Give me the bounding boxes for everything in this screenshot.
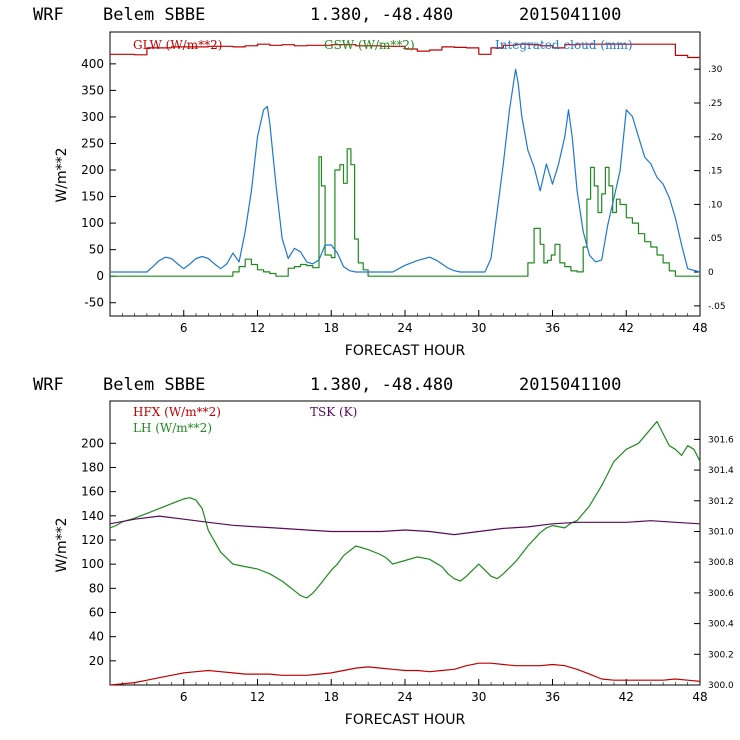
chart-1-x-tick-label: 24 xyxy=(397,321,412,335)
chart-2-y-tick-label: 160 xyxy=(81,485,104,499)
chart-2-x-axis-label: FORECAST HOUR xyxy=(345,712,466,728)
chart-1-y-tick-label: -50 xyxy=(84,296,104,310)
chart-1-y-tick-label: 100 xyxy=(81,216,104,230)
chart-2-y-tick-label: 80 xyxy=(89,581,104,595)
chart-2-plot-area: 6 12 18 24 30 36 42 48 20 40 60 80 100 120 140 160 180 20… xyxy=(81,400,734,704)
chart-2-title-model: WRF xyxy=(33,375,64,395)
chart-1: WRF Belem SBBE 1.380, -48.480 2015041100… xyxy=(33,5,726,359)
chart-1-y2-tick-label: .20 xyxy=(708,133,723,143)
chart-2-series-tsk-line xyxy=(109,515,701,536)
chart-2-x-tick-label: 48 xyxy=(692,690,707,704)
chart-1-y-tick-label: 50 xyxy=(89,243,104,257)
chart-1-x-tick-label: 18 xyxy=(324,321,339,335)
chart-2-x-tick-label: 6 xyxy=(180,690,188,704)
chart-2-y-tick-label: 200 xyxy=(81,436,104,450)
chart-1-legend-glw: GLW (W/m**2) xyxy=(133,38,222,52)
chart-1-x-tick-label: 48 xyxy=(692,321,707,335)
chart-1-x-tick-label: 42 xyxy=(619,321,634,335)
chart-2-legend-tsk: TSK (K) xyxy=(310,405,357,419)
chart-2-y2-tick-label: 300.6 xyxy=(708,589,734,599)
chart-1-x-tick-label: 30 xyxy=(471,321,486,335)
chart-1-y-tick-label: 350 xyxy=(81,83,104,97)
chart-2-y-tick-label: 20 xyxy=(89,654,104,668)
chart-1-title-coords: 1.380, -48.480 xyxy=(310,5,453,25)
chart-2-y2-tick-label: 300.4 xyxy=(708,620,734,630)
chart-2-legend-hfx: HFX (W/m**2) xyxy=(133,405,221,419)
chart-1-y2-tick-label: .05 xyxy=(708,234,722,244)
chart-1-legend-cloud: Integrated cloud (mm) xyxy=(495,38,633,52)
chart-2-y2-tick-label: 300.2 xyxy=(708,650,734,660)
chart-2-title-coords: 1.380, -48.480 xyxy=(310,375,453,395)
chart-1-series-integrated-line xyxy=(110,68,701,273)
chart-2-series-hfx-line xyxy=(109,662,701,686)
chart-2-x-tick-label: 30 xyxy=(471,690,486,704)
chart-2-x-tick-label: 42 xyxy=(619,690,634,704)
chart-1-y2-tick-label: .10 xyxy=(708,200,723,210)
chart-1-y2-tick-label: .30 xyxy=(708,65,723,75)
chart-2-x-tick-label: 36 xyxy=(545,690,560,704)
chart-1-series-glw-line xyxy=(110,43,701,59)
chart-2-y2-tick-label: 301.6 xyxy=(708,435,734,445)
chart-2-x-tick-label: 18 xyxy=(324,690,339,704)
chart-2: WRF Belem SBBE 1.380, -48.480 2015041100… xyxy=(33,375,734,728)
chart-2-title-station: Belem SBBE xyxy=(103,375,205,395)
chart-2-title-date: 2015041100 xyxy=(519,375,621,395)
chart-2-x-tick-label: 12 xyxy=(250,690,265,704)
chart-2-series-lh-line xyxy=(109,420,701,599)
chart-2-y-axis-label: W/m**2 xyxy=(54,517,70,572)
chart-2-y2-tick-label: 300.8 xyxy=(708,558,734,568)
chart-1-y2-tick-label: -.05 xyxy=(708,302,726,312)
chart-2-frame xyxy=(109,400,701,686)
chart-2-y2-tick-label: 301.0 xyxy=(708,527,734,537)
chart-1-y-tick-label: 200 xyxy=(81,163,104,177)
chart-1-y2-tick-label: 0 xyxy=(708,268,714,278)
chart-2-y-tick-label: 100 xyxy=(81,557,104,571)
chart-2-x-tick-label: 24 xyxy=(397,690,412,704)
chart-1-y2-tick-label: .15 xyxy=(708,167,722,177)
chart-1-x-tick-label: 36 xyxy=(545,321,560,335)
chart-1-y-tick-label: 400 xyxy=(81,57,104,71)
chart-2-y2-tick-label: 301.2 xyxy=(708,497,734,507)
chart-2-y-tick-label: 40 xyxy=(89,630,104,644)
chart-2-y-tick-label: 120 xyxy=(81,533,104,547)
chart-1-title-station: Belem SBBE xyxy=(103,5,205,25)
chart-1-y-axis-label: W/m**2 xyxy=(54,147,70,202)
chart-1-plot-area: 6 12 18 24 30 36 42 48 -50 0 50 100 150 200 250 300 350 4… xyxy=(81,31,726,335)
chart-1-frame xyxy=(109,31,701,317)
chart-2-y-tick-label: 140 xyxy=(81,509,104,523)
chart-1-y-tick-label: 0 xyxy=(96,269,104,283)
chart-1-series-gsw-line xyxy=(110,148,700,277)
chart-2-y2-tick-label: 301.4 xyxy=(708,466,734,476)
chart-2-y-tick-label: 60 xyxy=(89,605,104,619)
chart-1-x-axis-label: FORECAST HOUR xyxy=(345,343,466,359)
chart-2-y2-tick-label: 300.0 xyxy=(708,681,734,691)
chart-2-legend-lh: LH (W/m**2) xyxy=(133,421,212,435)
chart-1-title-date: 2015041100 xyxy=(519,5,621,25)
chart-1-x-tick-label: 12 xyxy=(250,321,265,335)
chart-1-y-tick-label: 150 xyxy=(81,190,104,204)
chart-1-y-tick-label: 250 xyxy=(81,136,104,150)
chart-1-y-tick-label: 300 xyxy=(81,110,104,124)
chart-1-legend-gsw: GSW (W/m**2) xyxy=(324,38,415,52)
chart-1-title-model: WRF xyxy=(33,5,64,25)
chart-1-y2-tick-label: .25 xyxy=(708,99,722,109)
chart-1-x-tick-label: 6 xyxy=(180,321,188,335)
chart-2-y-tick-label: 180 xyxy=(81,460,104,474)
